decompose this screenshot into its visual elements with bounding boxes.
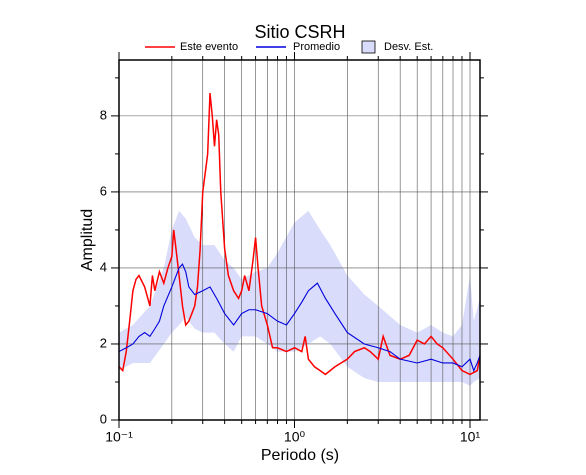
x-tick-label: 10⁻¹ [105,429,133,445]
x-tick-label: 10¹ [460,429,481,445]
y-axis-label: Amplitud [79,209,96,271]
std-band [119,210,480,386]
legend-label: Este evento [180,41,238,53]
legend-label: Desv. Est. [384,41,433,53]
series-line [118,263,481,373]
y-tick-label: 0 [100,411,107,426]
legend-label: Promedio [293,41,340,53]
legend-swatch [361,40,376,54]
chart-title: Sitio CSRH [254,22,345,42]
x-axis-label: Periodo (s) [261,447,339,464]
y-tick-label: 4 [100,259,107,274]
series-line [118,92,481,376]
plot-frame [118,59,481,421]
x-tick-label: 10⁰ [284,429,306,445]
y-tick-label: 6 [100,183,107,198]
y-tick-label: 2 [100,335,107,350]
y-tick-label: 8 [100,107,107,122]
